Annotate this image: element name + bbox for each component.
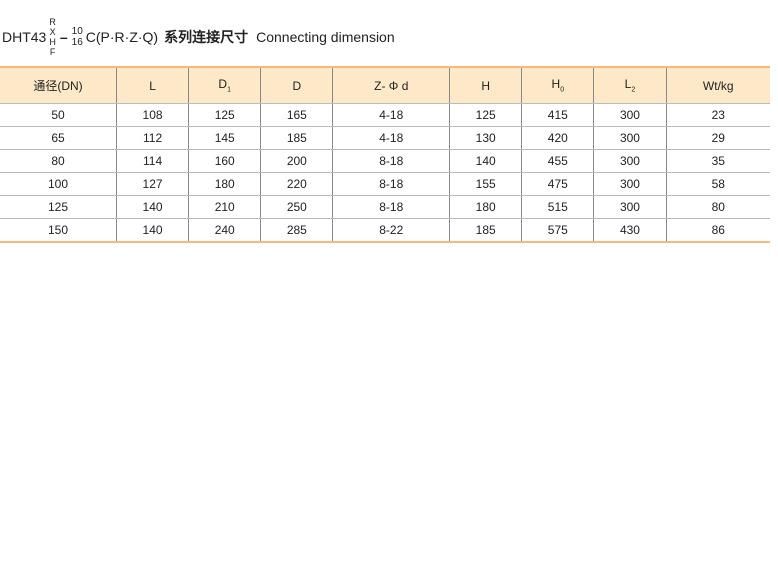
table-cell: 285 bbox=[260, 218, 333, 243]
header-label: D bbox=[292, 78, 302, 93]
header-label: Z- Φ d bbox=[374, 78, 409, 93]
header-subscript: 2 bbox=[631, 86, 636, 94]
table-cell: 415 bbox=[521, 103, 594, 127]
header-subscript: 0 bbox=[560, 86, 565, 94]
variant: F bbox=[49, 47, 56, 57]
table-cell: 165 bbox=[260, 103, 333, 127]
table-cell: 80 bbox=[0, 149, 117, 173]
table-cell: 160 bbox=[188, 149, 261, 173]
variant: H bbox=[49, 37, 56, 47]
table-row: 150 140 240 285 8-22 185 575 430 86 bbox=[0, 218, 770, 243]
table-cell: 86 bbox=[665, 218, 770, 243]
table-cell: 220 bbox=[260, 172, 333, 196]
variant: R bbox=[49, 17, 56, 27]
table-cell: 140 bbox=[115, 218, 189, 243]
table-cell: 575 bbox=[521, 218, 594, 243]
header-row: 通径(DN) L D1 D Z- Φ d H H0 L2 Wt/kg bbox=[0, 66, 770, 104]
column-header: Z- Φ d bbox=[332, 66, 450, 104]
table-cell: 145 bbox=[188, 126, 261, 150]
header-label: L bbox=[149, 78, 156, 93]
table-cell: 140 bbox=[115, 195, 189, 219]
table-cell: 475 bbox=[521, 172, 594, 196]
table-cell: 185 bbox=[260, 126, 333, 150]
table-cell: 58 bbox=[665, 172, 770, 196]
model-suffix: C(P·R·Z·Q) bbox=[85, 29, 159, 45]
pressure-stack: 10 16 bbox=[72, 26, 83, 48]
table-cell: 8-18 bbox=[332, 149, 450, 173]
column-header: L bbox=[115, 66, 189, 104]
table-cell: 114 bbox=[115, 149, 189, 173]
header-label: 通径(DN) bbox=[33, 79, 83, 93]
column-header: D1 bbox=[188, 66, 261, 104]
pressure: 16 bbox=[71, 37, 83, 48]
column-header: L2 bbox=[593, 66, 667, 104]
column-header: Wt/kg bbox=[665, 66, 770, 104]
table-cell: 250 bbox=[260, 195, 333, 219]
table-cell: 180 bbox=[449, 195, 522, 219]
header-label: H bbox=[551, 77, 561, 92]
table-cell: 112 bbox=[115, 126, 189, 150]
table-cell: 300 bbox=[593, 149, 667, 173]
header-label: D bbox=[218, 77, 228, 92]
dimension-table: 通径(DN) L D1 D Z- Φ d H H0 L2 Wt/kg 50 108 125 165 4-… bbox=[0, 66, 770, 243]
table-cell: 200 bbox=[260, 149, 333, 173]
dash: – bbox=[59, 29, 68, 45]
table-cell: 125 bbox=[0, 195, 117, 219]
table-cell: 420 bbox=[521, 126, 594, 150]
table-cell: 140 bbox=[449, 149, 522, 173]
table-cell: 8-18 bbox=[332, 172, 450, 196]
title-cn: 系列连接尺寸 bbox=[164, 29, 249, 45]
table-cell: 300 bbox=[593, 172, 667, 196]
column-header: 通径(DN) bbox=[0, 66, 117, 104]
table-cell: 80 bbox=[665, 195, 770, 219]
table-row: 100 127 180 220 8-18 155 475 300 58 bbox=[0, 172, 770, 196]
table-cell: 300 bbox=[593, 103, 667, 127]
table-cell: 300 bbox=[593, 195, 667, 219]
table-cell: 29 bbox=[665, 126, 770, 150]
table-cell: 515 bbox=[521, 195, 594, 219]
table-cell: 430 bbox=[593, 218, 667, 243]
table-cell: 100 bbox=[0, 172, 117, 196]
table-cell: 185 bbox=[449, 218, 522, 243]
table-row: 125 140 210 250 8-18 180 515 300 80 bbox=[0, 195, 770, 219]
column-header: D bbox=[260, 66, 333, 104]
table-cell: 240 bbox=[188, 218, 261, 243]
table-cell: 130 bbox=[449, 126, 522, 150]
table-row: 80 114 160 200 8-18 140 455 300 35 bbox=[0, 149, 770, 173]
table-cell: 108 bbox=[115, 103, 189, 127]
table-cell: 125 bbox=[188, 103, 261, 127]
table-cell: 35 bbox=[665, 149, 770, 173]
header-label: H bbox=[481, 78, 491, 93]
header-subscript: 1 bbox=[227, 86, 231, 94]
column-header: H0 bbox=[521, 66, 594, 104]
table-row: 50 108 125 165 4-18 125 415 300 23 bbox=[0, 103, 770, 127]
table-cell: 23 bbox=[665, 103, 770, 127]
model-code: DHT43 bbox=[2, 29, 47, 45]
table-cell: 8-22 bbox=[332, 218, 450, 243]
table-cell: 127 bbox=[115, 172, 189, 196]
header-label: L bbox=[624, 77, 632, 92]
table-cell: 8-18 bbox=[332, 195, 450, 219]
table-cell: 4-18 bbox=[332, 103, 450, 127]
page-title: DHT43 R X H F – 10 16 C(P·R·Z·Q) 系列连接尺寸 … bbox=[2, 14, 395, 60]
variant-stack: R X H F bbox=[49, 17, 56, 57]
table-cell: 4-18 bbox=[332, 126, 450, 150]
column-header: H bbox=[449, 66, 522, 104]
table-cell: 150 bbox=[0, 218, 117, 243]
header-label: Wt/kg bbox=[702, 78, 734, 93]
table-row: 65 112 145 185 4-18 130 420 300 29 bbox=[0, 126, 770, 150]
table-cell: 300 bbox=[593, 126, 667, 150]
table-cell: 180 bbox=[188, 172, 261, 196]
table-cell: 210 bbox=[188, 195, 261, 219]
pressure: 10 bbox=[71, 26, 83, 37]
table-cell: 50 bbox=[0, 103, 117, 127]
table-cell: 455 bbox=[521, 149, 594, 173]
table-cell: 155 bbox=[449, 172, 522, 196]
table-cell: 125 bbox=[449, 103, 522, 127]
table-cell: 65 bbox=[0, 126, 117, 150]
title-en: Connecting dimension bbox=[256, 29, 395, 45]
variant: X bbox=[49, 27, 56, 37]
